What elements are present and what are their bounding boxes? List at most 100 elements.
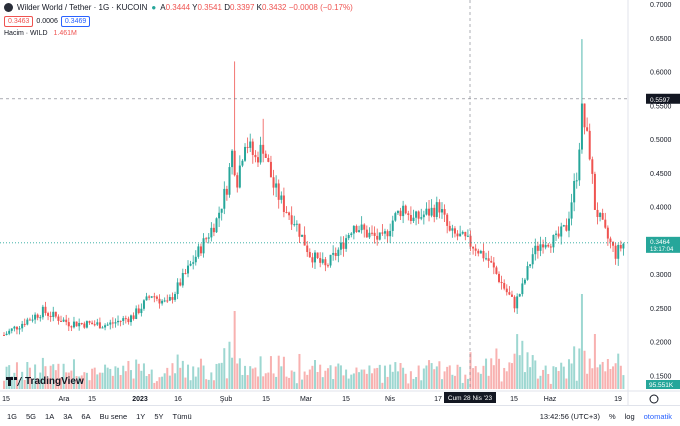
candle-body [295, 223, 298, 225]
candle-body [578, 149, 581, 181]
x-tick-6: 15 [262, 396, 270, 403]
ohlc-values: A0.3444 Y0.3541 D0.3397 K0.3432 −0.0008 … [160, 3, 353, 12]
candle-body [158, 298, 161, 304]
percent-toggle[interactable]: % [608, 411, 616, 421]
range-1[interactable]: 5G [26, 411, 37, 421]
volume-bar [490, 358, 493, 389]
volume-bar [18, 379, 21, 389]
candle-body [308, 252, 311, 258]
volume-bar [363, 369, 366, 389]
volume-bar [456, 364, 459, 389]
volume-bar [526, 352, 529, 389]
candle-body [474, 248, 477, 251]
volume-bar [518, 355, 521, 389]
x-tick-2: 15 [88, 396, 96, 403]
range-3[interactable]: 3A [63, 411, 73, 421]
range-4[interactable]: 6A [81, 411, 91, 421]
candle-body [163, 300, 166, 302]
sell-price-button[interactable]: 0.3463 [4, 16, 34, 27]
candle-body [238, 165, 241, 188]
volume-bar [394, 362, 397, 389]
candle-body [70, 326, 73, 328]
range-8[interactable]: Tümü [172, 411, 192, 421]
candle-body [477, 250, 480, 254]
candle-body [34, 314, 37, 320]
x-tick-0: 15 [2, 396, 10, 403]
volume-bar [176, 354, 179, 389]
log-toggle[interactable]: log [624, 411, 635, 421]
volume-bar [542, 369, 545, 389]
volume-bar [505, 371, 508, 389]
volume-bar [355, 367, 358, 389]
candle-body [264, 153, 267, 158]
volume-bar [163, 373, 166, 389]
volume-bar [508, 362, 511, 389]
crosshair-price-label: 0.5597 [650, 97, 670, 104]
y-tick-9: 0.2500 [650, 306, 672, 313]
volume-bar [352, 373, 355, 389]
candle-body [342, 242, 345, 249]
range-0[interactable]: 1G [7, 411, 18, 421]
buy-price-button[interactable]: 0.3469 [60, 16, 91, 27]
volume-bar [137, 363, 140, 389]
candle-body [500, 281, 503, 284]
candle-body [161, 300, 164, 304]
candle-body [383, 231, 386, 234]
volume-bar [119, 375, 122, 389]
volume-bar [262, 376, 265, 389]
clock[interactable]: 13:42:56 (UTC+3) [539, 411, 600, 421]
candle-body [365, 229, 368, 238]
candle-body [199, 246, 202, 254]
candle-body [391, 220, 394, 231]
volume-bar [267, 372, 270, 389]
last-price-label: 0.3464 [650, 239, 670, 246]
candle-body [586, 127, 589, 131]
candle-body [466, 235, 469, 237]
volume-bar [446, 366, 449, 389]
candle-body [96, 322, 99, 325]
volume-bar [236, 363, 239, 389]
candle-body [44, 306, 47, 314]
volume-bar [555, 367, 558, 389]
volume-bar [492, 365, 495, 389]
candle-body [417, 211, 420, 219]
range-5[interactable]: Bu sene [99, 411, 128, 421]
candle-body [223, 188, 226, 209]
volume-bar [288, 377, 291, 389]
volume-bar [244, 365, 247, 389]
volume-bar [368, 365, 371, 389]
range-6[interactable]: 1Y [136, 411, 146, 421]
volume-bar [104, 364, 107, 389]
range-7[interactable]: 5Y [154, 411, 164, 421]
volume-bar [593, 334, 596, 389]
candle-body [601, 213, 604, 220]
volume-bar [194, 376, 197, 389]
volume-bar [228, 341, 231, 389]
range-2[interactable]: 1A [45, 411, 55, 421]
candle-body [422, 214, 425, 218]
volume-bar [85, 372, 88, 389]
symbol-title[interactable]: Wilder World / Tether · 1G · KUCOIN [17, 3, 148, 12]
auto-scale-toggle[interactable]: otomatik [643, 411, 672, 421]
candle-body [262, 144, 265, 154]
candle-body [148, 296, 151, 298]
volume-bar [295, 383, 298, 389]
volume-bar [516, 334, 519, 389]
volume-bar [376, 367, 379, 389]
candle-body [448, 225, 451, 231]
x-tick-4: 16 [174, 396, 182, 403]
candle-body [83, 323, 86, 328]
candle-body [326, 265, 329, 267]
candle-body [451, 228, 454, 231]
volume-bar [573, 346, 576, 389]
price-chart[interactable]: 0.7000 0.6500 0.6000 0.5500 0.5000 0.4500 0.40… [0, 0, 680, 405]
volume-bar [586, 373, 589, 389]
volume-bar [62, 363, 65, 389]
volume-bar [52, 364, 55, 389]
x-tick-7: Mar [300, 396, 313, 403]
volume-bar [241, 374, 244, 389]
candle-body [288, 212, 291, 216]
volume-bar [472, 368, 475, 389]
y-tick-5: 0.4500 [650, 171, 672, 178]
candle-body [565, 225, 568, 231]
